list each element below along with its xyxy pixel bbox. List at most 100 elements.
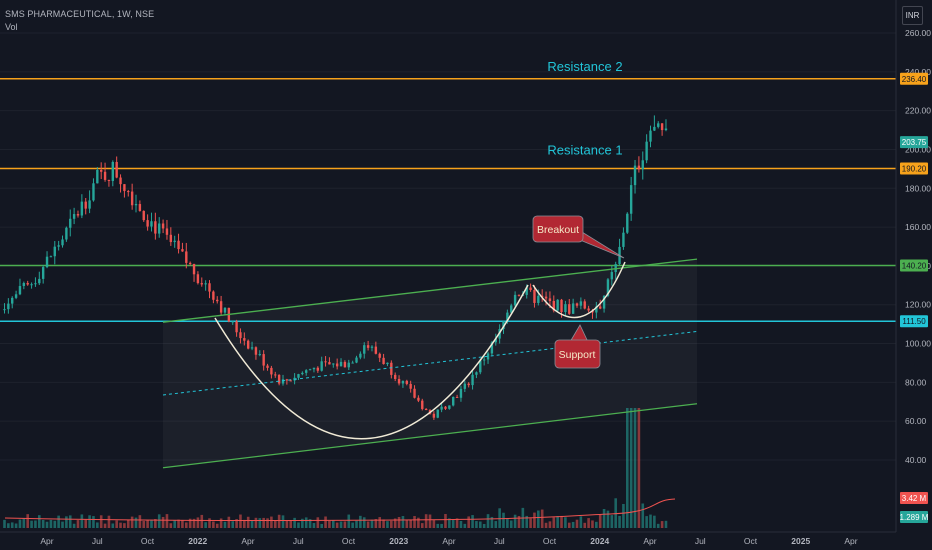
- candle-body: [513, 294, 517, 306]
- candle-body: [583, 301, 586, 309]
- candle-body: [188, 262, 192, 264]
- candle-body: [88, 200, 91, 209]
- candle-body: [254, 347, 258, 355]
- candle-body: [297, 374, 300, 378]
- candle-body: [494, 338, 497, 343]
- volume-bar: [420, 523, 424, 528]
- candle-body: [150, 221, 153, 227]
- volume-bar: [567, 522, 571, 528]
- volume-bar: [397, 516, 401, 528]
- candle-body: [57, 245, 60, 247]
- price-tick-label: 160.00: [905, 222, 931, 232]
- candle-body: [320, 361, 323, 371]
- volume-bar: [246, 516, 250, 528]
- volume-bar: [243, 519, 246, 528]
- candle-body: [243, 338, 246, 341]
- candle-body: [602, 295, 606, 309]
- volume-bar: [146, 520, 149, 528]
- candle-body: [641, 160, 644, 170]
- candle-body: [540, 295, 544, 297]
- candle-body: [421, 400, 424, 409]
- volume-bar: [660, 521, 664, 528]
- volume-bar: [130, 516, 134, 528]
- volume-bar: [618, 515, 621, 528]
- volume-bar: [88, 515, 91, 528]
- volume-bar: [84, 519, 88, 528]
- volume-bar: [428, 514, 432, 528]
- volume-bar: [293, 517, 296, 528]
- candle-body: [274, 374, 277, 376]
- volume-bar: [49, 519, 53, 528]
- candle-body: [316, 367, 320, 371]
- volume-bar: [324, 516, 327, 528]
- volume-bar: [467, 516, 470, 528]
- price-axis[interactable]: 260.00 240.00 220.00 200.00 180.00 160.00 140.…: [895, 0, 931, 532]
- volume-bar: [637, 408, 641, 528]
- volume-bar: [633, 408, 637, 528]
- level-price-tag: [900, 162, 928, 175]
- candle-body: [359, 353, 362, 358]
- volume-bar: [142, 520, 146, 528]
- candle-body: [53, 246, 56, 257]
- candle-body: [281, 379, 285, 384]
- candle-body: [556, 299, 559, 311]
- volume-bar: [96, 522, 99, 528]
- volume-bar: [351, 522, 354, 528]
- candle-body: [548, 298, 552, 302]
- candle-body: [653, 126, 656, 131]
- time-tick-label: 2023: [389, 536, 408, 546]
- volume-bar: [548, 521, 552, 528]
- volume-bar: [223, 521, 227, 528]
- volume-bar: [14, 523, 18, 528]
- time-tick-label: Apr: [442, 536, 455, 546]
- volume-bar: [177, 519, 180, 528]
- candle-body: [622, 232, 625, 247]
- volume-bar: [76, 520, 80, 528]
- candle-body: [308, 369, 312, 371]
- candle-body: [277, 374, 281, 384]
- candle-body: [440, 406, 443, 410]
- currency-button[interactable]: INR: [902, 6, 923, 25]
- volume-bar: [328, 520, 331, 528]
- candle-body: [239, 332, 242, 339]
- volume-bar: [192, 518, 196, 528]
- volume-bar: [595, 521, 598, 528]
- volume-bar: [250, 520, 254, 528]
- candle-body: [382, 357, 385, 365]
- candle-body: [289, 380, 292, 382]
- volume-bar: [231, 521, 235, 528]
- time-tick-label: Apr: [241, 536, 254, 546]
- candle-body: [599, 306, 602, 309]
- volume-bar: [165, 514, 169, 528]
- volume-bar: [598, 514, 602, 528]
- candle-body: [459, 388, 463, 398]
- candle-body: [99, 169, 103, 172]
- volume-bar: [273, 520, 277, 528]
- candle-body: [107, 179, 111, 181]
- time-tick-label: Jul: [494, 536, 505, 546]
- time-tick-label: Apr: [844, 536, 857, 546]
- candle-body: [192, 263, 196, 275]
- time-axis[interactable]: Apr Jul Oct 2022 Apr Jul Oct 2023 Apr Jul Oct 2024 A…: [0, 531, 896, 546]
- candle-body: [351, 362, 354, 364]
- candle-body: [161, 223, 165, 229]
- volume-bar: [656, 523, 660, 528]
- volume-bar: [625, 408, 629, 528]
- candle-body: [475, 372, 478, 375]
- candle-body: [127, 191, 130, 193]
- volume-bar: [7, 523, 10, 528]
- candle-body: [177, 240, 180, 250]
- candle-body: [544, 296, 548, 299]
- level-price-label: 190.20: [902, 164, 927, 173]
- candle-body: [529, 287, 532, 291]
- candle-body: [22, 283, 26, 287]
- candle-body: [633, 165, 637, 186]
- volume-bar: [529, 518, 532, 528]
- volume-bar: [417, 517, 420, 528]
- volume-bar: [552, 517, 556, 528]
- candle-body: [409, 383, 412, 389]
- candle-body: [204, 283, 207, 285]
- drawings: [162, 258, 698, 469]
